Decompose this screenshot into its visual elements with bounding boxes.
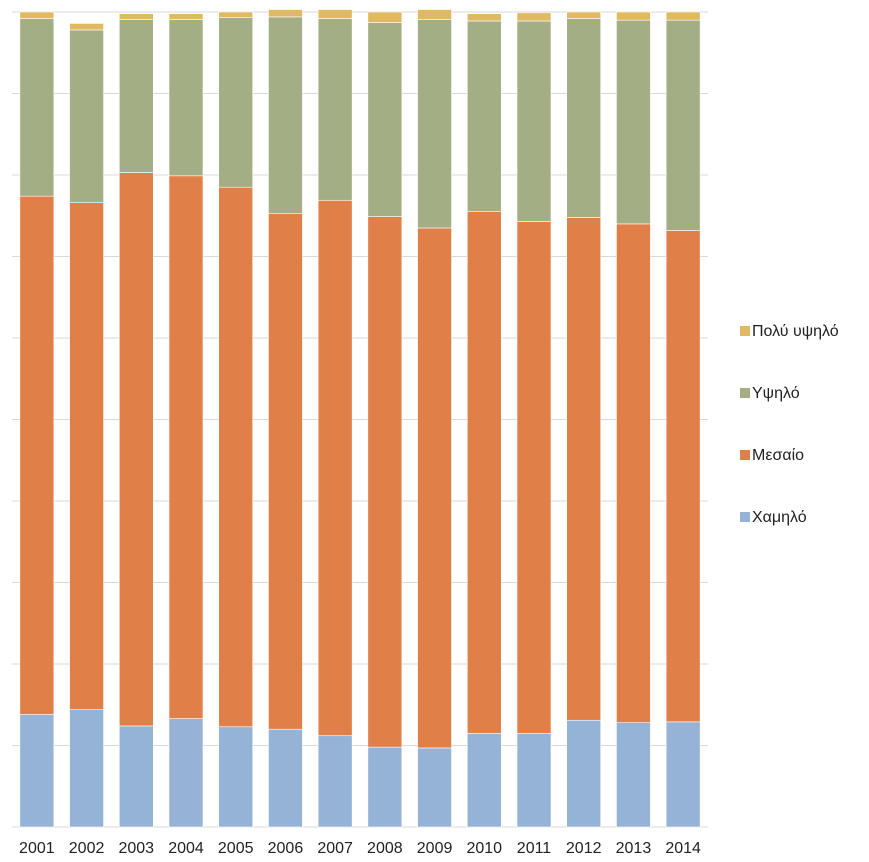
bar-segment-2009-0 (417, 747, 452, 828)
bar-segment-2004-1 (168, 175, 204, 719)
x-tick-label: 2004 (168, 840, 204, 857)
legend-label: Μεσαίο (752, 447, 804, 464)
bar-segment-2003-1 (118, 172, 154, 727)
bar-segment-2005-0 (218, 726, 254, 828)
bar-segment-2004-2 (168, 19, 204, 177)
bar-segment-2010-1 (466, 211, 502, 734)
bar-segment-2001-1 (19, 195, 55, 715)
bar-segment-2007-2 (317, 18, 353, 201)
bar-segment-2005-3 (218, 11, 254, 19)
bar-segment-2011-2 (516, 20, 552, 222)
bar-segment-2001-0 (19, 714, 55, 828)
bar-segment-2008-3 (367, 11, 403, 23)
bar-segment-2004-0 (168, 718, 204, 828)
bar-segment-2012-0 (566, 719, 602, 828)
bar-segment-2014-2 (665, 19, 701, 231)
bar-segment-2003-2 (118, 19, 154, 173)
bar-segment-2002-2 (69, 29, 104, 204)
bar-segment-2011-1 (516, 221, 552, 734)
legend-swatch (740, 512, 750, 522)
x-axis: 2001 2002 2003 2004 2005 2006 2007 2008 2009 2010… (19, 840, 701, 857)
x-tick-label: 2011 (517, 840, 552, 857)
bar-segment-2002-3 (69, 23, 104, 31)
bar-segment-2005-2 (218, 17, 254, 188)
bar-segment-2012-2 (566, 18, 602, 218)
x-tick-label: 2013 (616, 840, 652, 857)
bar-segment-2002-0 (69, 709, 104, 828)
bar-segment-2006-3 (268, 9, 303, 18)
x-tick-label: 2014 (665, 840, 701, 857)
bar-segment-2007-3 (317, 9, 353, 19)
bar-segment-2014-1 (665, 230, 701, 723)
bar-segment-2008-2 (367, 22, 403, 217)
bar-segment-2012-3 (566, 11, 602, 19)
legend-swatch (740, 450, 750, 460)
bar-segment-2007-1 (317, 199, 353, 737)
bar-segment-2014-3 (665, 11, 701, 21)
bar-segment-2010-2 (466, 20, 502, 212)
x-tick-label: 2002 (69, 840, 105, 857)
bar-segment-2014-0 (665, 721, 701, 828)
bar-segment-2001-3 (19, 11, 55, 19)
bar-segment-2010-0 (466, 732, 502, 828)
legend: Πολύ υψηλό Υψηλό Μεσαίο Χαμηλό (740, 323, 839, 526)
bar-segment-2003-3 (118, 13, 154, 20)
bar-segment-2011-0 (516, 732, 552, 828)
bar-segment-2012-1 (566, 217, 602, 721)
legend-label: Χαμηλό (752, 509, 807, 526)
x-tick-label: 2005 (218, 840, 254, 857)
bar-segment-2013-0 (616, 722, 651, 828)
bar-segment-2013-3 (616, 11, 651, 21)
x-tick-label: 2009 (417, 840, 453, 857)
x-tick-label: 2003 (118, 840, 154, 857)
bar-segment-2009-2 (417, 19, 452, 229)
bar-segment-2009-3 (417, 9, 452, 20)
x-tick-label: 2010 (466, 840, 502, 857)
x-tick-label: 2007 (317, 840, 353, 857)
legend-label: Υψηλό (752, 385, 800, 402)
legend-swatch (740, 388, 750, 398)
x-tick-label: 2008 (367, 840, 403, 857)
bar-segment-2006-1 (268, 213, 303, 730)
bar-segment-2009-1 (417, 227, 452, 749)
bar-segment-2005-1 (218, 186, 254, 728)
legend-swatch (740, 326, 750, 336)
bar-segment-2008-1 (367, 216, 403, 748)
x-tick-label: 2006 (268, 840, 304, 857)
x-tick-label: 2001 (19, 840, 55, 857)
bar-segment-2006-0 (268, 728, 303, 828)
x-tick-label: 2012 (566, 840, 602, 857)
bar-segment-2006-2 (268, 16, 303, 214)
bar-segment-2008-0 (367, 746, 403, 828)
legend-label: Πολύ υψηλό (752, 323, 839, 340)
bar-segment-2007-0 (317, 735, 353, 828)
bar-segment-2004-3 (168, 13, 204, 20)
bars (19, 9, 701, 828)
bar-segment-2001-2 (19, 18, 55, 197)
bar-segment-2013-1 (616, 223, 651, 723)
bar-segment-2010-3 (466, 13, 502, 22)
bar-segment-2002-1 (69, 202, 104, 710)
bar-segment-2013-2 (616, 19, 651, 225)
gridlines (12, 11, 708, 828)
bar-segment-2003-0 (118, 725, 154, 828)
bar-segment-2011-3 (516, 12, 552, 22)
